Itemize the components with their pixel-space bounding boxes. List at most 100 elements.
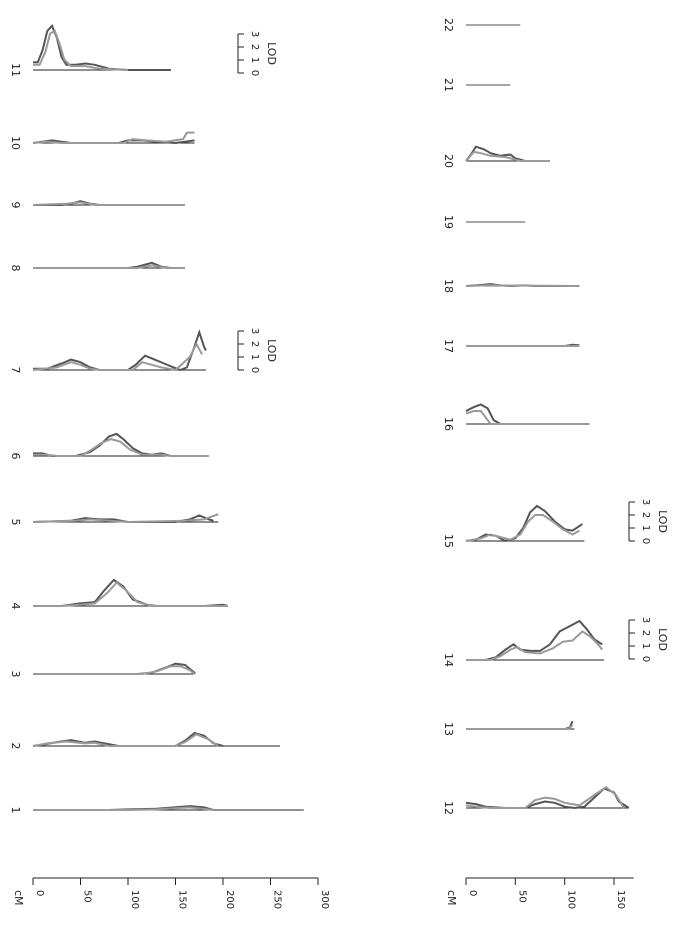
lod-curve-dark: [33, 432, 172, 457]
lod-tick-label: 3: [249, 31, 260, 37]
lod-scale-7: 0 1 2 3 LOD: [237, 328, 278, 373]
lod-curve-light: [465, 410, 590, 425]
lod-curve-light: [33, 806, 214, 811]
chromosome-label: 3: [9, 671, 22, 678]
lod-scale-11: 0 1 2 3 LOD: [237, 31, 278, 76]
lod-curve-light: [33, 438, 209, 457]
chromosome-label: 5: [9, 519, 22, 526]
lod-tick-label: 3: [249, 328, 260, 334]
lod-curve-light: [465, 150, 550, 162]
cm-tick-label: 100: [129, 890, 140, 909]
lod-tick-label: 0: [640, 656, 651, 662]
lod-curve-light: [32, 131, 195, 144]
chromosome-13: 13: [442, 720, 575, 736]
cm-tick-label: 0: [34, 890, 45, 896]
lod-curve-light: [32, 733, 219, 747]
chromosome-1: 1: [9, 805, 304, 814]
lod-tick-label: 0: [249, 367, 260, 373]
lod-curve-light: [33, 264, 185, 269]
chromosome-7: 7: [9, 329, 207, 374]
lod-tick-label: 1: [249, 354, 260, 360]
lod-curve-light: [33, 29, 129, 71]
lod-curve-light: [33, 665, 196, 675]
chromosome-label: 17: [442, 339, 455, 353]
chromosome-label: 8: [9, 265, 22, 272]
chromosome-label: 15: [442, 534, 455, 548]
lod-scale-14: 0 1 2 3 LOD: [628, 617, 669, 662]
chromosome-label: 16: [442, 417, 455, 431]
lod-curve-dark: [33, 662, 196, 675]
chromosome-8: 8: [9, 261, 185, 272]
right-panel-cM-scale: 0 50 100 150 cM: [445, 877, 634, 909]
cm-tick-label: 50: [516, 890, 527, 903]
lod-tick-label: 3: [640, 499, 651, 505]
chromosome-label: 14: [442, 653, 455, 667]
chromosome-label: 4: [9, 603, 22, 610]
chromosome-20: 20: [442, 145, 550, 168]
chromosome-label: 12: [442, 801, 455, 815]
cm-tick-label: 100: [566, 890, 577, 909]
cm-axis-label: cM: [12, 890, 25, 906]
chromosome-label: 21: [442, 78, 455, 92]
lod-tick-label: 0: [249, 70, 260, 76]
cm-tick-label: 150: [615, 890, 626, 909]
lod-scale-15: 0 1 2 3 LOD: [628, 499, 669, 544]
chromosome-12: 12: [442, 785, 630, 815]
lod-curve-light: [32, 341, 203, 372]
chromosome-label: 18: [442, 279, 455, 293]
chromosome-11: 11: [9, 23, 171, 77]
chromosome-22: 22: [442, 18, 521, 32]
cm-tick-label: 250: [272, 890, 283, 909]
chromosome-16: 16: [442, 403, 590, 431]
chromosome-10: 10: [9, 131, 195, 150]
cm-axis-label: cM: [445, 890, 458, 906]
lod-tick-label: 1: [640, 525, 651, 531]
chromosome-9: 9: [9, 200, 185, 209]
chromosome-15: 15: [442, 504, 585, 548]
left-panel-cM-scale: 0 50 100 150 200 250 300 cM: [12, 877, 330, 909]
lod-tick-label: 3: [640, 617, 651, 623]
lod-tick-label: 1: [640, 643, 651, 649]
lod-tick-label: 2: [249, 341, 260, 347]
chromosome-17: 17: [442, 339, 580, 353]
lod-curve-light: [466, 724, 574, 730]
lod-axis-label: LOD: [265, 339, 278, 362]
chromosome-2: 2: [9, 731, 280, 750]
lod-curve-light: [465, 284, 580, 287]
lod-axis-label: LOD: [656, 510, 669, 533]
chromosome-label: 2: [9, 743, 22, 750]
cm-tick-label: 200: [224, 890, 235, 909]
chromosome-4: 4: [9, 578, 229, 610]
chromosome-label: 11: [9, 63, 22, 77]
chromosome-6: 6: [9, 432, 209, 460]
cm-tick-label: 150: [177, 890, 188, 909]
lod-curve-light: [32, 513, 219, 524]
chromosome-3: 3: [9, 662, 196, 678]
lod-tick-label: 1: [249, 57, 260, 63]
lod-axis-label: LOD: [265, 42, 278, 65]
chromosome-19: 19: [442, 215, 526, 229]
lod-tick-label: 2: [640, 512, 651, 518]
lod-curve-light: [32, 201, 185, 206]
chromosome-label: 7: [9, 367, 22, 374]
lod-curve-dark: [33, 578, 229, 607]
chromosome-label: 13: [442, 722, 455, 736]
lod-axis-label: LOD: [656, 628, 669, 651]
lod-tick-label: 0: [640, 538, 651, 544]
cm-tick-label: 300: [319, 890, 330, 909]
lod-curve-dark: [465, 504, 583, 543]
cm-tick-label: 50: [82, 890, 93, 903]
chromosome-label: 10: [9, 136, 22, 150]
chromosome-label: 19: [442, 215, 455, 229]
lod-curve-dark: [466, 619, 603, 661]
lod-curve-dark: [33, 329, 207, 372]
lod-curve-dark: [466, 720, 574, 730]
lod-tick-label: 2: [640, 630, 651, 636]
chromosome-label: 20: [442, 154, 455, 168]
lod-tick-label: 2: [249, 44, 260, 50]
chromosome-21: 21: [442, 78, 511, 92]
lod-curve-light: [465, 514, 580, 542]
